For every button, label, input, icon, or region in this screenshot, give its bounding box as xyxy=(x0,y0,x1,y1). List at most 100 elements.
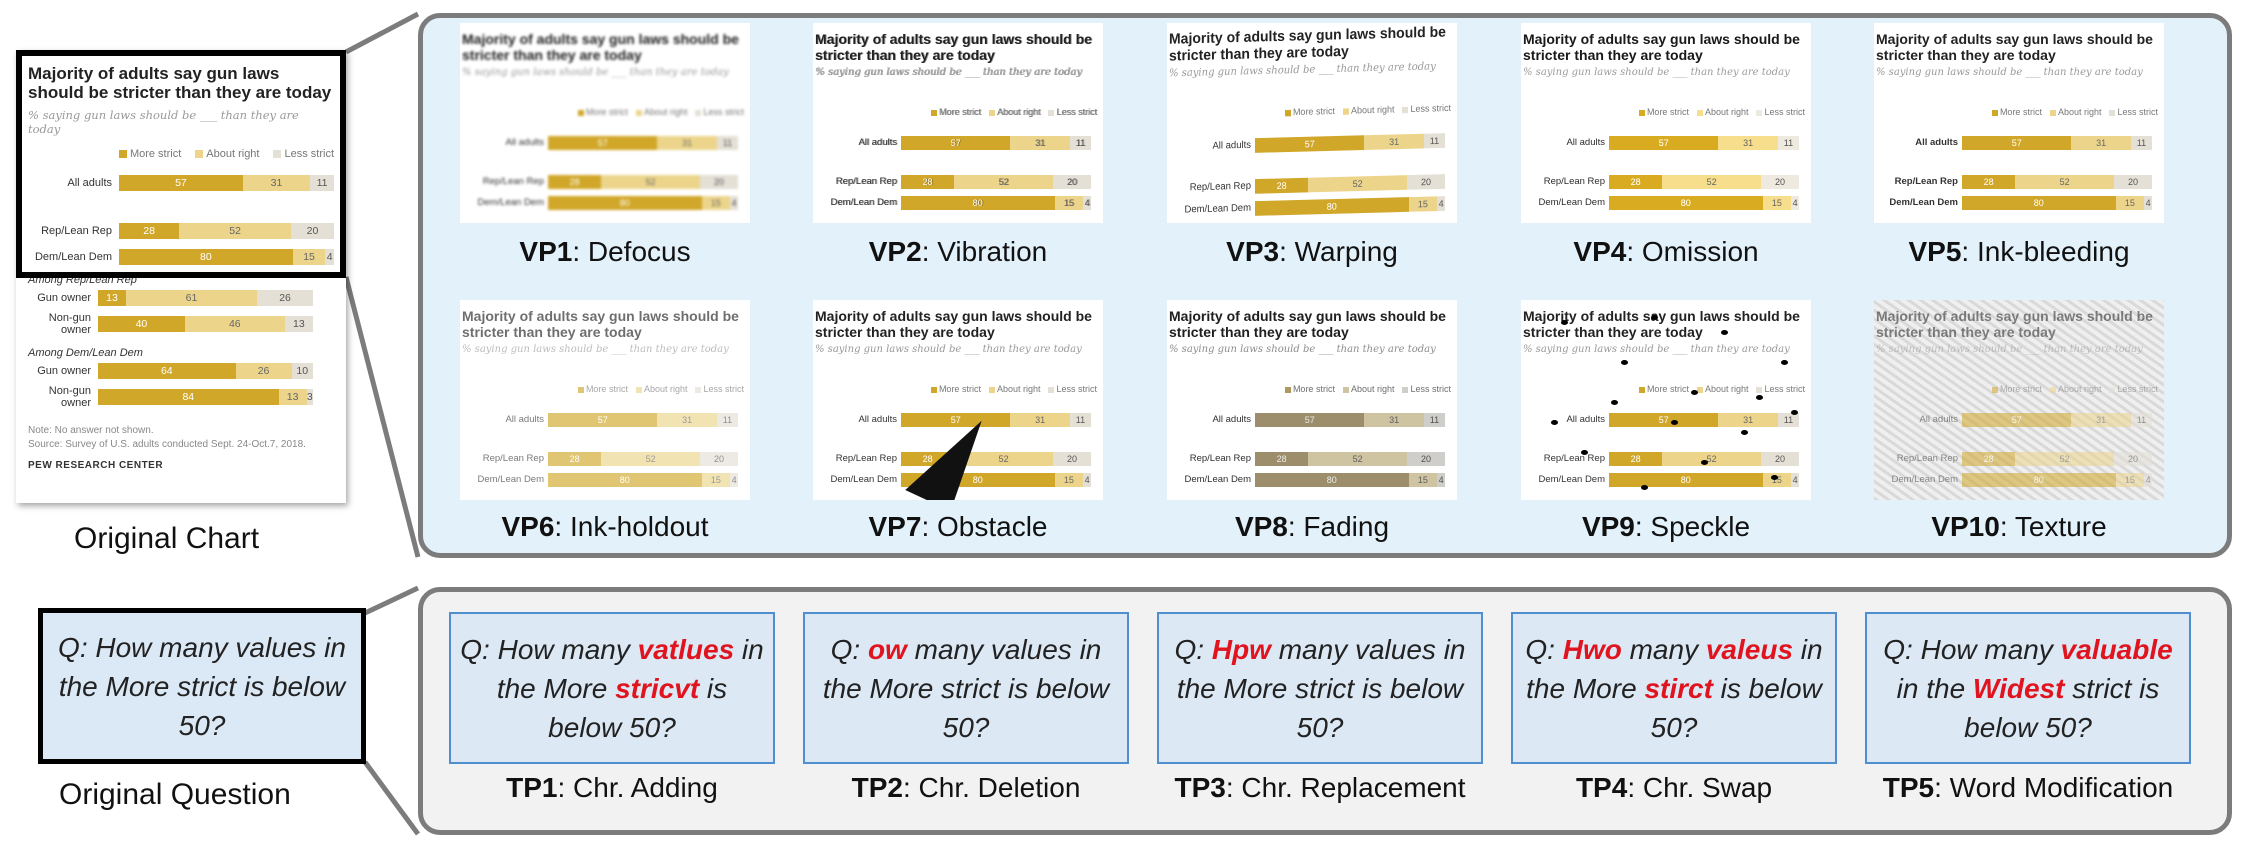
perturbed-word: Widest xyxy=(1972,672,2065,704)
vp-label-vp5: VP5: Ink-bleeding xyxy=(1908,236,2129,268)
segment-less-strict: 20 xyxy=(1052,174,1091,189)
thumbnail-subtitle: % saying gun laws should be ___ than the… xyxy=(462,344,729,355)
thumbnail-row-label: Rep/Lean Rep xyxy=(835,453,897,464)
segment-about-right: 31 xyxy=(2071,135,2131,150)
segment-less-strict: 4 xyxy=(1437,195,1445,211)
perturbed-question-text: Q: ow many values in the More strict is … xyxy=(811,630,1121,747)
thumbnail-row: Dem/Lean Dem 80 15 4 xyxy=(813,472,1103,487)
segment-less-strict: 4 xyxy=(730,472,738,487)
thumbnail-title: Majority of adults say gun laws should b… xyxy=(1523,31,1800,63)
segment-more-strict: 80 xyxy=(901,472,1055,487)
tp-name: : Chr. Adding xyxy=(557,772,718,803)
thumbnail-legend: More strict About right Less strict xyxy=(1638,384,1805,394)
stacked-bar: 40 46 13 xyxy=(98,316,313,332)
thumbnail-row-label: Rep/Lean Rep xyxy=(1543,453,1605,464)
perturbed-chart-thumbnail: Majority of adults say gun laws should b… xyxy=(813,23,1103,223)
thumbnail-row: Rep/Lean Rep 28 52 20 xyxy=(1521,451,1811,466)
segment-about-right: 15 xyxy=(1408,472,1438,487)
segment-less-strict: 20 xyxy=(1760,174,1799,189)
thumbnail-row: All adults 57 31 11 xyxy=(1521,135,1811,150)
perturbed-word: Hwo xyxy=(1562,633,1622,665)
perturbed-chart-thumbnail: Majority of adults say gun laws should b… xyxy=(1167,23,1457,223)
segment-less-strict: 4 xyxy=(1083,472,1091,487)
speckle-dot xyxy=(1651,315,1658,320)
segment-more-strict: 80 xyxy=(1255,196,1409,216)
segment-about-right: 15 xyxy=(1054,195,1084,210)
question-fragment: is below 50? xyxy=(548,672,728,743)
question-fragment: Q: How many xyxy=(460,633,638,665)
segment-about-right: 52 xyxy=(179,223,291,239)
speckle-dot xyxy=(1701,460,1708,465)
original-question-box: Q: How many values in the More strict is… xyxy=(38,608,366,764)
segment-less-strict: 20 xyxy=(1052,451,1091,466)
thumbnail-row-label: All adults xyxy=(1915,137,1958,148)
segment-less-strict: 11 xyxy=(716,412,738,427)
thumbnail-row: Dem/Lean Dem 80 15 4 xyxy=(460,195,750,210)
row-label: All adults xyxy=(67,177,113,189)
segment-more-strict: 28 xyxy=(901,174,955,189)
stacked-bar: 57 31 11 xyxy=(119,175,334,191)
thumbnail-row: All adults 57 31 11 xyxy=(813,412,1103,427)
perturbed-chart-thumbnail: Majority of adults say gun laws should b… xyxy=(460,23,750,223)
vp-label-vp2: VP2: Vibration xyxy=(869,236,1048,268)
question-fragment: in the xyxy=(1896,672,1973,704)
segment-more-strict: 80 xyxy=(1962,195,2116,210)
stacked-bar: 80 15 4 xyxy=(548,472,738,487)
segment-less-strict: 4 xyxy=(730,195,738,210)
thumbnail-row-label: All adults xyxy=(505,414,544,425)
vp-label-vp1: VP1: Defocus xyxy=(519,236,690,268)
tp-code: TP2 xyxy=(851,772,903,803)
thumbnail-row-label: Dem/Lean Dem xyxy=(477,474,544,485)
stacked-bar: 64 26 10 xyxy=(98,363,313,379)
stacked-bar: 80 15 4 xyxy=(1609,195,1799,210)
tp-label-tp5: TP5: Word Modification xyxy=(1883,772,2174,804)
speckle-dot xyxy=(1771,475,1778,480)
perturbed-question-text: Q: How many vatlues in the More stricvt … xyxy=(457,630,767,747)
stacked-bar: 84 13 3 xyxy=(98,389,313,405)
segment-more-strict: 40 xyxy=(98,316,185,332)
original-chart-legend: More strict About right Less strict xyxy=(28,148,334,160)
vp-label-vp4: VP4: Omission xyxy=(1573,236,1758,268)
thumbnail-title: Majority of adults say gun laws should b… xyxy=(1523,308,1800,340)
thumbnail-row-label: All adults xyxy=(505,137,544,148)
original-chart-subtitle: % saying gun laws should be ___ than the… xyxy=(28,108,299,136)
stacked-bar: 57 31 11 xyxy=(1609,412,1799,427)
thumbnail-row: Rep/Lean Rep 28 52 20 xyxy=(1874,451,2164,466)
thumbnail-subtitle: % saying gun laws should be ___ than the… xyxy=(1876,67,2143,78)
stacked-bar: 80 15 4 xyxy=(901,472,1091,487)
thumbnail-row: Rep/Lean Rep 28 52 20 xyxy=(813,451,1103,466)
thumbnail-row: Rep/Lean Rep 28 52 20 xyxy=(1167,451,1457,466)
thumbnail-row: Rep/Lean Rep 28 52 20 xyxy=(1874,174,2164,189)
segment-about-right: 52 xyxy=(601,174,700,189)
tp-code: TP5 xyxy=(1882,772,1935,803)
segment-more-strict: 64 xyxy=(98,363,236,379)
perturbed-chart-thumbnail: Majority of adults say gun laws should b… xyxy=(1521,23,1811,223)
thumbnail-row: All adults 57 31 11 xyxy=(460,412,750,427)
segment-about-right: 31 xyxy=(1718,412,1778,427)
segment-less-strict: 11 xyxy=(1777,412,1799,427)
question-fragment: Q: How many xyxy=(1883,633,2061,665)
segment-less-strict: 11 xyxy=(1069,412,1091,427)
vp-code: VP10 xyxy=(1931,511,2000,542)
thumbnail-row-label: Dem/Lean Dem xyxy=(1538,474,1605,485)
segment-more-strict: 57 xyxy=(1255,412,1365,427)
vp-name: : Obstacle xyxy=(921,511,1048,542)
stacked-bar: 28 52 20 xyxy=(1609,451,1799,466)
segment-more-strict: 80 xyxy=(901,195,1055,210)
question-fragment: Q: xyxy=(830,633,868,665)
question-fragment: many values in the More strict is below … xyxy=(1176,633,1466,743)
thumbnail-legend: More strict About right Less strict xyxy=(930,384,1097,394)
segment-less-strict: 20 xyxy=(1760,451,1799,466)
legend-more: More strict xyxy=(118,148,181,160)
segment-less-strict: 11 xyxy=(1423,412,1445,427)
segment-less-strict: 26 xyxy=(257,290,313,306)
segment-more-strict: 80 xyxy=(119,249,293,265)
segment-about-right: 31 xyxy=(242,175,311,191)
segment-less-strict: 20 xyxy=(699,174,738,189)
group-label-rep: Among Rep/Lean Rep xyxy=(28,274,137,286)
segment-more-strict: 28 xyxy=(1962,451,2016,466)
chart-row: Rep/Lean Rep 28 52 20 xyxy=(28,222,334,240)
thumbnail-title: Majority of adults say gun laws should b… xyxy=(1169,23,1446,64)
perturbed-question-box: Q: Hpw many values in the More strict is… xyxy=(1157,612,1483,764)
segment-about-right: 31 xyxy=(2071,412,2131,427)
